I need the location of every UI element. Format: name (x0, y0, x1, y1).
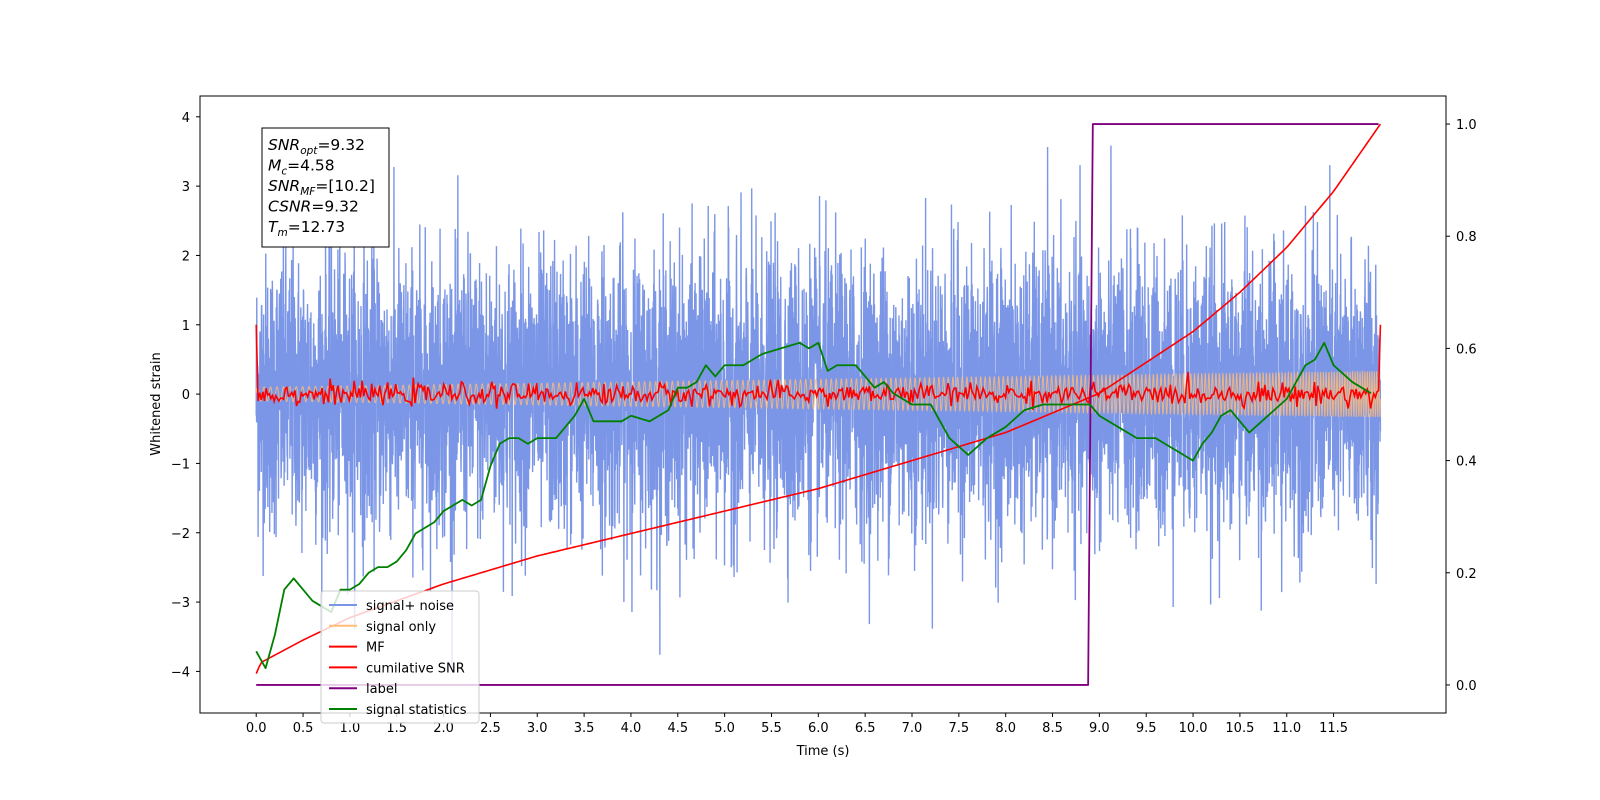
y2-tick-label: 0.4 (1456, 455, 1477, 470)
x-tick-label: 10.0 (1179, 721, 1208, 736)
y-tick-label: −4 (171, 665, 190, 680)
x-tick-label: 2.5 (480, 721, 501, 736)
series-signal-statistics (255, 341, 1372, 670)
series-mf (255, 324, 1382, 411)
x-tick-label: 4.5 (667, 721, 688, 736)
x-tick-label: 1.0 (340, 721, 361, 736)
x-tick-label: 8.0 (995, 721, 1016, 736)
annotation-line: SNRMF=[10.2] (268, 177, 375, 198)
x-tick-label: 9.5 (1136, 721, 1157, 736)
x-tick-label: 5.5 (761, 721, 782, 736)
plot-frame (199, 95, 1447, 714)
annotation-line: SNRopt=9.32 (268, 136, 365, 157)
x-tick-label: 11.0 (1272, 721, 1301, 736)
legend-box (320, 590, 480, 724)
annotation-box (261, 127, 390, 248)
x-tick-label: 2.0 (433, 721, 454, 736)
x-tick-label: 10.5 (1225, 721, 1254, 736)
y-tick-label: 3 (182, 180, 190, 195)
y2-tick-label: 0.8 (1456, 230, 1477, 245)
x-tick-label: 1.5 (386, 721, 407, 736)
legend-entry: signal only (366, 620, 436, 635)
legend-entry: cumilative SNR (366, 661, 465, 676)
x-tick-label: 4.0 (621, 721, 642, 736)
legend-entry: label (366, 682, 397, 697)
y2-tick-label: 1.0 (1456, 118, 1477, 133)
y-tick-label: −3 (171, 596, 190, 611)
y-tick-label: 1 (182, 319, 190, 334)
y-tick-label: −2 (171, 527, 190, 542)
y-tick-label: 2 (182, 249, 190, 264)
x-tick-label: 11.5 (1319, 721, 1348, 736)
annotation-line: CSNR=9.32 (268, 198, 359, 216)
annotation-line: Mc=4.58 (268, 157, 335, 178)
x-tick-label: 5.0 (714, 721, 735, 736)
y2-tick-label: 0.2 (1456, 567, 1477, 582)
y-tick-label: 0 (182, 388, 190, 403)
legend-entry: signal+ noise (366, 599, 454, 614)
x-tick-label: 3.5 (574, 721, 595, 736)
series-cumulative-snr (255, 123, 1382, 675)
x-tick-label: 3.0 (527, 721, 548, 736)
annotation-line: Tm=12.73 (268, 218, 345, 239)
y-tick-label: −1 (171, 457, 190, 472)
y2-tick-label: 0.0 (1456, 679, 1477, 694)
x-tick-label: 6.5 (855, 721, 876, 736)
x-tick-label: 9.0 (1089, 721, 1110, 736)
series-signal-only (255, 369, 1381, 419)
x-tick-label: 7.0 (902, 721, 923, 736)
x-tick-label: 8.5 (1042, 721, 1063, 736)
y-tick-label: 4 (182, 111, 190, 126)
x-tick-label: 6.0 (808, 721, 829, 736)
legend-entry: signal statistics (366, 703, 467, 718)
x-tick-label: 0.0 (246, 721, 267, 736)
legend-entry: MF (366, 641, 385, 656)
y-axis-label: Whitened strain (149, 352, 164, 455)
y2-tick-label: 0.6 (1456, 342, 1477, 357)
x-axis-label: Time (s) (796, 744, 850, 759)
x-tick-label: 7.5 (948, 721, 969, 736)
legend: signal+ noise signal only MF cumilative SNR… (320, 590, 480, 724)
x-tick-label: 0.5 (293, 721, 314, 736)
